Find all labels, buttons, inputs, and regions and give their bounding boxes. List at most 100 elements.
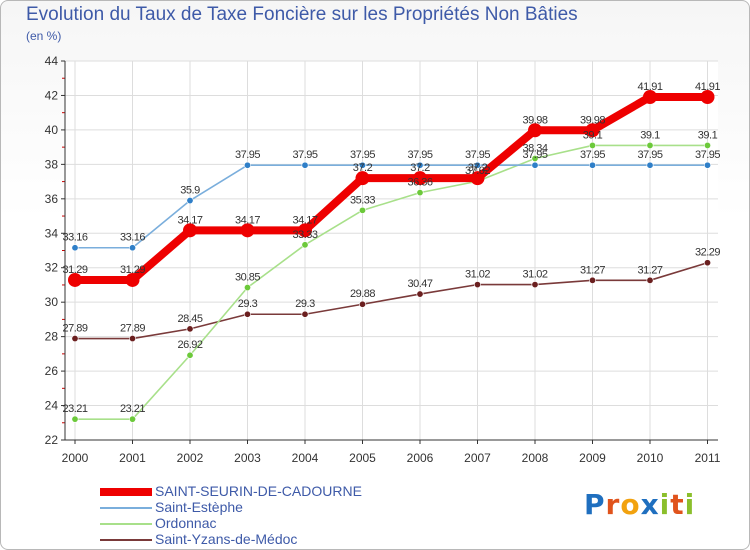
logo-letter: r: [605, 488, 621, 521]
y-tick-label: 30: [45, 295, 59, 309]
legend-item-saint-estephe: Saint-Estèphe: [100, 499, 420, 516]
legend-swatch-ordonnac: [100, 523, 152, 525]
data-point: [244, 161, 252, 169]
y-tick-label: 38: [45, 157, 59, 171]
proxiti-logo: Proxiti: [584, 488, 695, 521]
data-point: [183, 223, 197, 238]
data-point: [358, 300, 366, 308]
data-label: 37.2: [410, 162, 430, 174]
y-tick-label: 36: [45, 192, 59, 206]
data-point: [129, 335, 137, 343]
legend-item-saint-seurin: SAINT-SEURIN-DE-CADOURNE: [100, 483, 420, 500]
data-label: 39.1: [698, 129, 718, 141]
data-label: 31.02: [465, 269, 490, 281]
x-tick-label: 2000: [62, 451, 89, 465]
data-label: 37.95: [350, 149, 375, 161]
y-tick-label: 24: [45, 399, 59, 413]
data-point: [528, 123, 542, 138]
data-label: 37.95: [580, 149, 605, 161]
data-point: [355, 171, 370, 186]
data-point: [298, 223, 312, 238]
data-label: 23.21: [120, 403, 145, 415]
data-label: 35.9: [180, 185, 200, 197]
data-label: 37.95: [637, 149, 662, 161]
data-label: 37.95: [695, 149, 720, 161]
data-point: [71, 244, 79, 252]
data-point: [585, 123, 600, 138]
legend-label-ordonnac: Ordonnac: [155, 515, 217, 531]
data-point: [473, 281, 481, 289]
data-label: 31.27: [637, 264, 662, 276]
data-label: 41.91: [695, 81, 720, 93]
data-point: [703, 259, 711, 267]
data-label: 31.02: [522, 269, 547, 281]
x-tick-label: 2011: [695, 451, 721, 465]
series-line-3: [75, 261, 708, 340]
x-tick-label: 2004: [292, 451, 319, 465]
data-point: [358, 161, 366, 169]
series-line-0: [75, 93, 708, 284]
data-point: [244, 284, 252, 292]
y-tick-label: 28: [45, 330, 59, 344]
data-point: [703, 141, 711, 149]
data-label: 27.89: [62, 323, 87, 335]
data-point: [186, 351, 194, 359]
chart-legend: SAINT-SEURIN-DE-CADOURNE Saint-Estèphe O…: [100, 483, 420, 548]
data-label: 37.95: [465, 149, 490, 161]
data-point: [301, 241, 309, 249]
data-point: [531, 155, 539, 163]
data-label: 30.85: [235, 272, 260, 284]
x-tick-label: 2005: [349, 451, 376, 465]
data-point: [301, 310, 309, 318]
logo-letter: o: [620, 488, 641, 521]
data-label: 34.17: [235, 214, 260, 226]
data-label: 23.21: [62, 403, 87, 415]
logo-letter: t: [670, 488, 685, 521]
legend-swatch-saint-yzans: [100, 539, 152, 541]
data-point: [646, 161, 654, 169]
data-point: [71, 335, 79, 343]
data-point: [700, 90, 715, 105]
data-point: [416, 161, 424, 169]
data-label: 39.1: [583, 129, 603, 141]
y-tick-label: 26: [45, 364, 59, 378]
data-point: [240, 223, 255, 238]
data-label: 37.95: [292, 149, 317, 161]
legend-swatch-saint-seurin: [100, 488, 152, 496]
series-line-2: [75, 144, 708, 420]
x-tick-label: 2008: [522, 451, 549, 465]
chart-unit-label: (en %): [26, 29, 62, 43]
y-tick-label: 22: [45, 433, 59, 447]
data-point: [129, 415, 137, 423]
data-label: 38.34: [522, 143, 547, 155]
x-tick-label: 2009: [579, 451, 606, 465]
data-point: [588, 161, 596, 169]
x-tick-label: 2003: [234, 451, 261, 465]
data-label: 31.27: [580, 264, 605, 276]
x-tick-label: 2006: [407, 451, 434, 465]
data-point: [186, 197, 194, 205]
y-tick-label: 42: [45, 88, 59, 102]
data-label: 35.33: [350, 194, 375, 206]
data-label: 39.98: [580, 114, 605, 126]
data-point: [531, 161, 539, 169]
data-point: [71, 415, 79, 423]
data-point: [358, 206, 366, 214]
legend-label-saint-yzans: Saint-Yzans-de-Médoc: [155, 531, 298, 547]
legend-label-saint-estephe: Saint-Estèphe: [155, 499, 243, 515]
data-label: 32.29: [695, 247, 720, 259]
data-point: [301, 161, 309, 169]
data-label: 39.1: [640, 129, 660, 141]
data-label: 30.47: [407, 278, 432, 290]
data-point: [416, 189, 424, 197]
data-label: 39.98: [522, 114, 547, 126]
series-line-1: [75, 164, 708, 249]
y-tick-label: 32: [45, 261, 59, 275]
data-point: [531, 281, 539, 289]
data-label: 28.45: [177, 313, 202, 325]
data-label: 33.33: [292, 229, 317, 241]
data-label: 34.17: [292, 214, 317, 226]
x-tick-label: 2007: [464, 451, 491, 465]
logo-letter: x: [640, 488, 660, 521]
x-tick-label: 2002: [177, 451, 204, 465]
